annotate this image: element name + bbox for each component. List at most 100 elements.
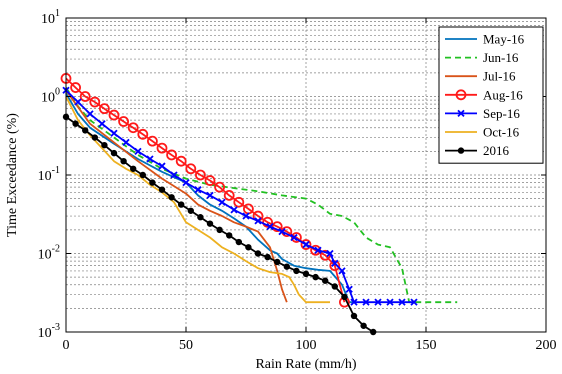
data-point — [178, 201, 185, 208]
series-line — [65, 87, 458, 304]
series-line — [65, 89, 288, 303]
data-point — [360, 322, 367, 329]
data-point — [206, 191, 214, 200]
data-point — [312, 273, 319, 281]
data-point — [350, 312, 358, 320]
legend-item: May-16 — [445, 32, 525, 47]
data-point — [350, 298, 358, 306]
data-point — [331, 283, 338, 290]
data-point — [290, 233, 298, 242]
data-point — [218, 198, 226, 206]
data-point — [98, 120, 106, 128]
data-point — [206, 220, 214, 227]
legend-item: Jun-16 — [445, 50, 519, 65]
y-tick-label: 10-1 — [38, 165, 60, 184]
legend-label: 2016 — [483, 143, 510, 158]
data-point — [455, 89, 467, 101]
legend-label: Jul-16 — [483, 69, 516, 84]
series-layer — [60, 73, 458, 336]
data-point — [374, 298, 382, 306]
x-axis-label: Rain Rate (mm/h) — [255, 357, 356, 372]
data-point — [197, 214, 204, 221]
series-line — [65, 77, 346, 303]
legend-item: Oct-16 — [445, 125, 520, 140]
series-2016 — [62, 113, 377, 336]
legend-label: May-16 — [483, 32, 525, 47]
data-point — [300, 239, 312, 250]
data-point — [108, 109, 120, 121]
data-point — [175, 155, 187, 167]
x-tick-label: 50 — [179, 338, 193, 353]
data-point — [338, 267, 346, 275]
data-point — [110, 129, 118, 137]
legend-label: Jun-16 — [483, 50, 519, 65]
x-tick-label: 100 — [296, 338, 317, 353]
data-point — [271, 221, 283, 233]
data-point — [158, 162, 166, 170]
data-point — [345, 285, 353, 293]
data-point — [329, 260, 341, 272]
x-tick-label: 200 — [536, 338, 557, 353]
data-point — [168, 194, 175, 201]
data-point — [99, 103, 110, 115]
data-point — [166, 149, 178, 161]
data-point — [386, 298, 394, 306]
data-point — [146, 155, 154, 163]
legend-item: Aug-16 — [445, 87, 523, 102]
data-point — [230, 206, 238, 214]
series-jun-16 — [65, 87, 458, 304]
data-point — [242, 212, 250, 220]
data-point — [134, 147, 142, 156]
data-point — [274, 258, 281, 266]
data-point — [410, 298, 418, 306]
data-point — [283, 263, 290, 270]
data-point — [139, 171, 146, 179]
data-point — [89, 96, 101, 108]
legend-label: Sep-16 — [483, 106, 520, 121]
series-line — [65, 96, 330, 304]
data-point — [187, 207, 194, 214]
data-point — [254, 217, 262, 225]
data-point — [170, 171, 178, 179]
data-point — [341, 293, 348, 301]
data-point — [302, 270, 310, 278]
legend-item: Jul-16 — [445, 69, 516, 84]
data-point — [82, 127, 89, 134]
data-point — [223, 189, 235, 201]
data-point — [302, 240, 310, 249]
data-point — [326, 249, 334, 258]
series-jul-16 — [65, 89, 288, 303]
data-point — [290, 232, 302, 243]
legend-item: Sep-16 — [445, 106, 520, 121]
y-tick-label: 10-2 — [38, 244, 60, 263]
data-point — [266, 222, 274, 231]
y-axis-label: Time Exceedance (%) — [5, 113, 20, 237]
series-sep-16 — [62, 86, 418, 306]
data-point — [79, 91, 91, 102]
data-point — [156, 142, 168, 154]
data-point — [457, 109, 465, 118]
data-point — [86, 110, 94, 118]
data-point — [137, 128, 149, 140]
y-tick-label: 100 — [41, 87, 60, 106]
data-point — [110, 149, 118, 157]
data-point — [293, 267, 300, 275]
data-point — [182, 178, 190, 187]
data-point — [245, 244, 252, 251]
y-tick-label: 10-3 — [38, 322, 60, 341]
data-point — [235, 238, 242, 246]
data-point — [314, 246, 322, 254]
data-point — [262, 216, 274, 228]
data-point — [194, 169, 206, 181]
data-point — [264, 253, 271, 261]
data-point — [127, 122, 139, 134]
data-point — [322, 277, 329, 284]
data-point — [362, 298, 370, 306]
axis-ticks: 0 50 100 150 200 10-3 10-2 10-1 100 101 — [38, 8, 557, 353]
data-point — [319, 249, 331, 261]
data-point — [130, 165, 137, 172]
data-point — [226, 232, 233, 239]
data-point — [278, 227, 286, 236]
y-tick-label: 101 — [41, 8, 60, 27]
legend-item: 2016 — [445, 143, 510, 158]
